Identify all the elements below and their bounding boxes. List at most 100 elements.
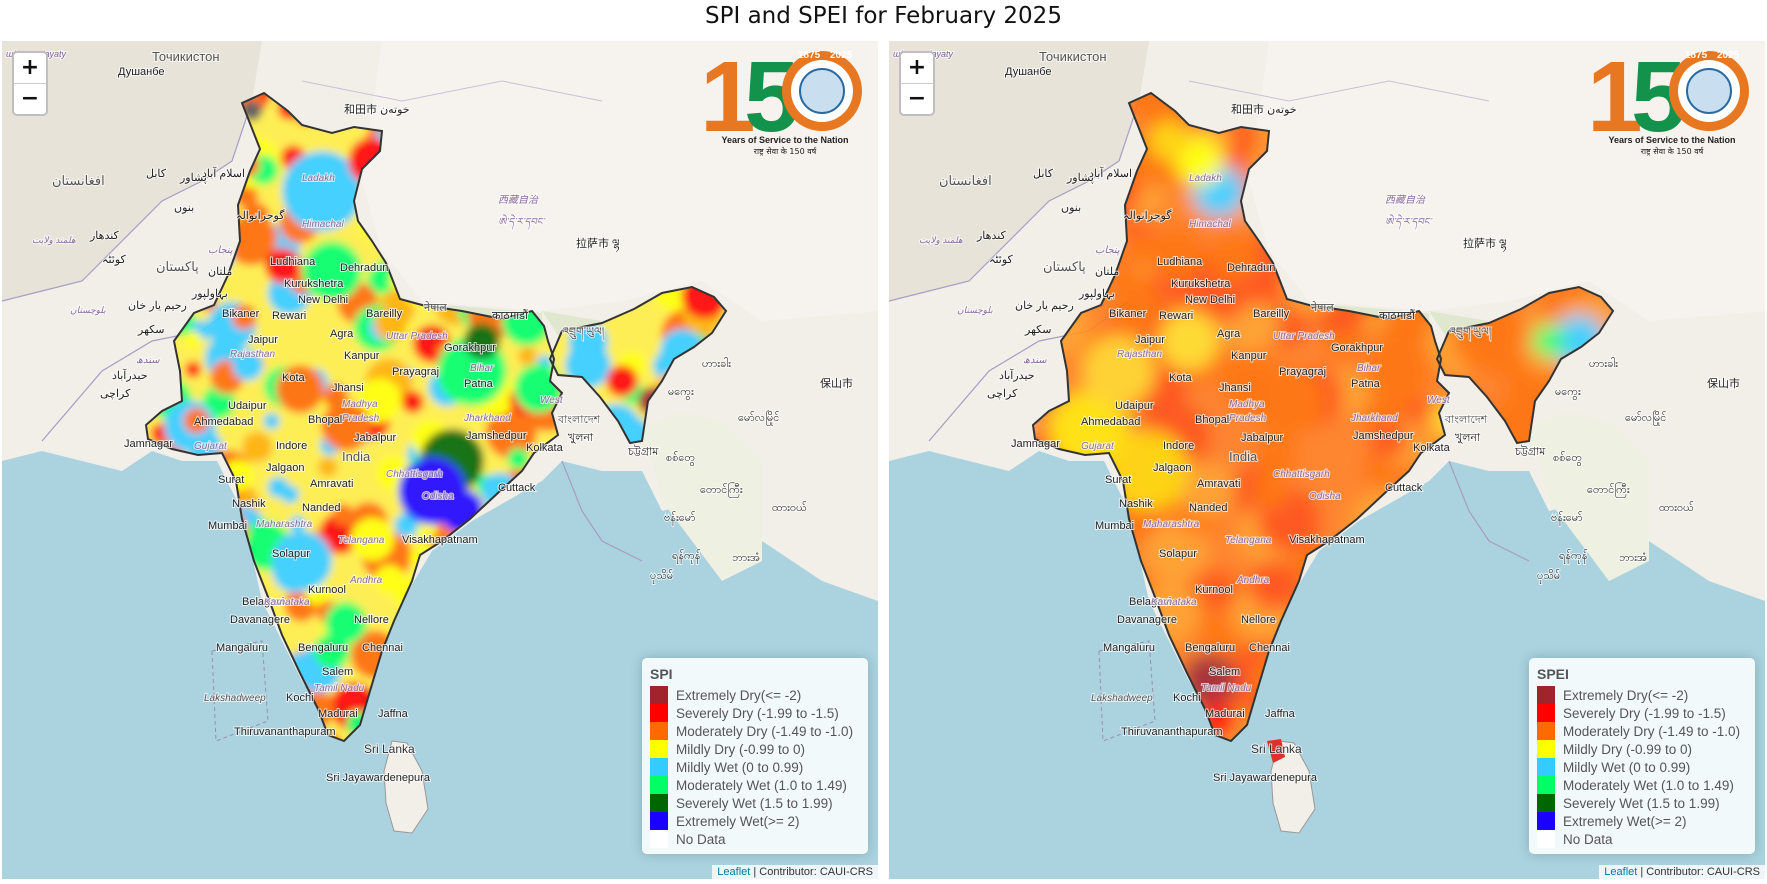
- place-label: Ladakh: [1189, 173, 1222, 184]
- place-label: Kurnool: [308, 584, 346, 596]
- place-label: Bareilly: [366, 308, 403, 320]
- place-label: Agra: [330, 328, 354, 340]
- svg-text:1875: 1875: [1685, 50, 1708, 61]
- place-label: বাংলাদেশ: [1444, 414, 1488, 426]
- place-label: Nellore: [354, 614, 389, 626]
- place-label: ထားဝယ်: [1659, 501, 1694, 514]
- place-label: খুলনা: [568, 432, 594, 444]
- zoom-in-button[interactable]: +: [14, 53, 46, 84]
- legend-label: Mildly Wet (0 to 0.99): [676, 759, 804, 775]
- contributor-text: | Contributor: CAUI-CRS: [750, 866, 873, 878]
- place-label: Bengaluru: [1185, 642, 1235, 654]
- legend-swatch: [650, 812, 668, 830]
- place-label: Chhattisgarh: [386, 469, 443, 480]
- place-label: Patna: [464, 378, 494, 390]
- place-label: حیدرآباد: [112, 369, 148, 382]
- place-label: Kanpur: [344, 350, 380, 362]
- place-label: Thiruvananthapuram: [234, 726, 336, 738]
- place-label: Kolkata: [1413, 442, 1451, 454]
- place-label: Jalgaon: [1153, 462, 1192, 474]
- place-label: বাংলাদেশ: [557, 414, 601, 426]
- place-label: Himachal: [1189, 219, 1231, 230]
- afghan-pak-region: [2, 41, 262, 301]
- leaflet-link[interactable]: Leaflet: [1604, 866, 1638, 878]
- leaflet-link[interactable]: Leaflet: [717, 866, 751, 878]
- place-label: Belagavi: [242, 596, 284, 608]
- legend-item: Mildly Dry (-0.99 to 0): [650, 740, 860, 758]
- legend-swatch: [1537, 722, 1555, 740]
- legend-label: Moderately Wet (1.0 to 1.49): [676, 777, 847, 793]
- place-label: Udaipur: [228, 400, 267, 412]
- place-label: 拉萨市 ལྷ: [1463, 236, 1507, 253]
- legend-swatch: [650, 740, 668, 758]
- place-label: بنوں: [174, 202, 194, 214]
- zoom-in-button[interactable]: +: [901, 53, 933, 84]
- zoom-out-button[interactable]: −: [907, 86, 927, 111]
- place-label: Точикистон: [152, 49, 220, 64]
- logo-one: 1: [1587, 45, 1643, 153]
- place-label: 拉萨市 ལྷ: [576, 236, 620, 253]
- place-label: 和田市 خوتەن: [344, 102, 410, 116]
- place-label: Nellore: [1241, 614, 1276, 626]
- svg-text:राष्ट्र सेवा के 150 वर्ष: राष्ट्र सेवा के 150 वर्ष: [1641, 146, 1705, 156]
- place-label: Jaffna: [1265, 708, 1296, 720]
- legend-item: Extremely Dry(<= -2): [650, 686, 860, 704]
- place-label: Maharashtra: [1143, 519, 1200, 530]
- zoom-out-button[interactable]: −: [20, 86, 40, 111]
- place-label: Sri Lanka: [1251, 742, 1302, 756]
- place-label: Sri Jayawardenepura: [326, 772, 431, 784]
- place-label: بنوں: [1061, 202, 1081, 214]
- place-label: မော်လမြိုင်: [738, 410, 779, 426]
- place-label: Solapur: [1159, 548, 1197, 560]
- place-label: চট্টগ্রাম: [627, 445, 659, 458]
- contributor-text: | Contributor: CAUI-CRS: [1637, 866, 1760, 878]
- place-label: کابل: [146, 168, 167, 180]
- place-label: Rajasthan: [230, 349, 275, 360]
- legend-item: Moderately Wet (1.0 to 1.49): [1537, 776, 1747, 794]
- place-label: Gujarat: [194, 441, 228, 452]
- place-label: West: [540, 395, 564, 406]
- place-label: Prayagraj: [1279, 366, 1326, 378]
- legend-swatch: [650, 794, 668, 812]
- place-label: پنجاب: [208, 245, 233, 256]
- place-label: Udaipur: [1115, 400, 1154, 412]
- place-label: Jalgaon: [266, 462, 305, 474]
- attribution: Leaflet | Contributor: CAUI-CRS: [1599, 865, 1765, 879]
- legend-swatch: [1537, 740, 1555, 758]
- place-label: খুলনা: [1455, 432, 1481, 444]
- place-label: Davanagere: [230, 614, 290, 626]
- place-label: Jhansi: [1219, 382, 1251, 394]
- place-label: Pradesh: [1229, 413, 1267, 424]
- svg-text:2025: 2025: [1717, 50, 1740, 61]
- place-label: Belagavi: [1129, 596, 1171, 608]
- place-label: Telangana: [338, 535, 385, 546]
- imd-150-logo: 1 5 1875 2025 Years of Service to the Nation…: [1587, 41, 1757, 157]
- place-label: پاکستان: [156, 259, 199, 275]
- spi-legend: SPI Extremely Dry(<= -2) Severely Dry (-1…: [642, 658, 868, 854]
- place-label: Dehradun: [340, 262, 388, 274]
- myanmar-region: [632, 411, 762, 581]
- jaffna-patch: [1267, 739, 1285, 763]
- place-label: ဘားအံ: [1619, 552, 1647, 564]
- place-label: کوئٹہ: [989, 254, 1014, 266]
- place-label: پشاور: [1066, 172, 1094, 184]
- page-title: SPI and SPEI for February 2025: [705, 3, 1062, 29]
- legend-item: Extremely Wet(>= 2): [1537, 812, 1747, 830]
- place-label: Jharkhand: [463, 413, 511, 424]
- place-label: گوجرانوالہ: [1123, 209, 1172, 222]
- place-label: Maharashtra: [256, 519, 313, 530]
- legend-swatch: [1537, 758, 1555, 776]
- place-label: မကွေး: [1555, 386, 1581, 400]
- tibet-region: [1249, 41, 1765, 321]
- place-label: Salem: [1209, 666, 1240, 678]
- place-label: Salem: [322, 666, 353, 678]
- place-label: افغانستان: [52, 173, 105, 188]
- place-label: Chennai: [1249, 642, 1290, 654]
- place-label: حیدرآباد: [999, 369, 1035, 382]
